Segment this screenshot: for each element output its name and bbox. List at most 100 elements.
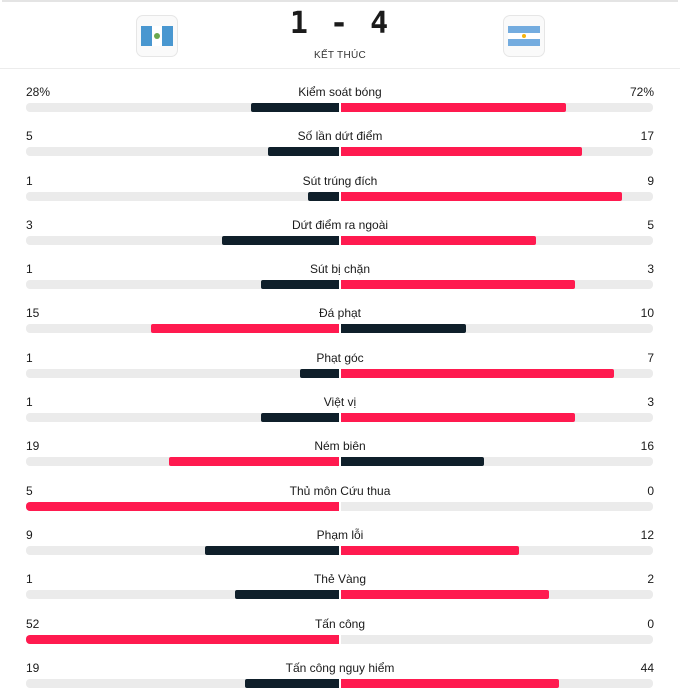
stat-row: 3 Dứt điểm ra ngoài 5 [0, 213, 680, 257]
stat-label: Số lần dứt điểm [297, 129, 383, 144]
away-stat-bar [341, 590, 549, 600]
top-divider [2, 0, 678, 2]
home-stat-bar [260, 413, 339, 423]
flag-stripe [508, 39, 540, 47]
away-team-badge[interactable] [503, 15, 545, 57]
stat-row: 15 Đá phạt 10 [0, 301, 680, 345]
away-stat-track [341, 678, 653, 688]
stat-label: Việt vị [323, 395, 357, 410]
away-stat-bar [341, 103, 566, 112]
away-stat-value: 5 [647, 217, 654, 232]
flag-stripe [141, 26, 152, 46]
home-stat-bar [26, 501, 339, 511]
away-stat-value: 3 [647, 262, 654, 277]
home-stat-value: 1 [26, 350, 33, 365]
home-stat-value: 1 [26, 572, 33, 587]
guatemala-flag-icon [141, 26, 174, 46]
away-stat-value: 17 [640, 129, 654, 144]
match-status: KẾT THÚC [313, 50, 367, 61]
home-stat-track [26, 501, 339, 511]
away-stat-track [341, 413, 653, 423]
home-stat-track [26, 235, 339, 245]
home-stat-value: 5 [26, 483, 33, 498]
away-stat-value: 2 [647, 572, 654, 587]
stat-row: 1 Phạt góc 7 [0, 346, 680, 390]
home-stat-track [26, 368, 339, 378]
home-stat-value: 28% [26, 85, 51, 99]
flag-stripe [162, 26, 174, 46]
home-stat-track [26, 324, 339, 334]
home-stat-value: 9 [26, 527, 33, 542]
away-stat-track [341, 235, 653, 245]
home-stat-track [26, 457, 339, 467]
away-stat-value: 72% [629, 85, 654, 99]
stats-list: 28% Kiểm soát bóng 72% 5 Số lần dứt điểm 17 1 S… [0, 80, 680, 700]
flag-center [508, 32, 540, 40]
home-stat-bar [221, 235, 339, 245]
stat-label: Sút trúng đích [302, 173, 378, 188]
home-stat-bar [307, 191, 339, 201]
argentina-flag-icon [508, 26, 540, 47]
stat-label: Đá phạt [318, 306, 362, 321]
away-stat-value: 16 [640, 439, 654, 454]
home-stat-value: 1 [26, 395, 33, 410]
sun-of-may-icon [522, 34, 526, 38]
home-stat-bar [244, 678, 339, 688]
stat-row: 9 Phạm lỗi 12 [0, 523, 680, 567]
away-stat-track [341, 147, 653, 157]
stat-label: Sút bị chặn [309, 262, 371, 277]
flag-stripe [508, 26, 540, 33]
stat-row: 1 Sút bị chặn 3 [0, 257, 680, 301]
stat-row: 5 Thủ môn Cứu thua 0 [0, 479, 680, 523]
stat-label: Ném biên [314, 439, 366, 454]
away-stat-track [341, 590, 653, 600]
home-stat-track [26, 590, 339, 600]
away-stat-bar [341, 368, 614, 378]
match-score: 1 - 4 [289, 6, 391, 41]
away-stat-track [341, 501, 653, 511]
stat-row: 19 Ném biên 16 [0, 434, 680, 478]
away-stat-value: 9 [647, 173, 654, 188]
flag-center [151, 26, 163, 46]
away-stat-track [341, 324, 653, 334]
stat-label: Phạt góc [316, 350, 364, 365]
stat-row: 52 Tấn công 0 [0, 612, 680, 656]
home-stat-bar [299, 368, 339, 378]
home-stat-value: 52 [26, 616, 40, 631]
home-stat-bar [26, 634, 339, 644]
away-stat-track [341, 634, 653, 644]
home-stat-track [26, 280, 339, 290]
away-stat-bar [341, 235, 536, 245]
stat-row: 5 Số lần dứt điểm 17 [0, 124, 680, 168]
home-stat-track [26, 678, 339, 688]
home-stat-bar [267, 147, 339, 157]
home-stat-bar [251, 103, 339, 112]
home-team-badge[interactable] [136, 15, 178, 57]
home-stat-value: 1 [26, 173, 33, 188]
away-stat-bar [341, 324, 466, 334]
home-stat-value: 5 [26, 129, 33, 144]
home-stat-bar [204, 545, 339, 555]
stat-label: Tấn công [314, 616, 366, 631]
away-stat-track [341, 103, 653, 112]
home-stat-bar [234, 590, 339, 600]
away-stat-value: 0 [647, 616, 654, 631]
away-stat-value: 10 [640, 306, 654, 321]
match-header: 1 - 4 KẾT THÚC [0, 0, 680, 69]
away-stat-value: 12 [640, 527, 654, 542]
home-stat-track [26, 103, 339, 112]
home-stat-track [26, 147, 339, 157]
home-stat-value: 15 [26, 306, 40, 321]
stat-label: Phạm lỗi [316, 527, 364, 542]
home-stat-value: 19 [26, 660, 40, 675]
away-stat-bar [341, 457, 484, 467]
home-stat-value: 1 [26, 262, 33, 277]
away-stat-bar [341, 545, 520, 555]
stat-label: Thủ môn Cứu thua [289, 483, 391, 498]
stat-row: 19 Tấn công nguy hiểm 44 [0, 656, 680, 700]
away-stat-track [341, 457, 653, 467]
away-stat-value: 7 [647, 350, 654, 365]
home-stat-value: 3 [26, 217, 33, 232]
stat-row: 1 Sút trúng đích 9 [0, 169, 680, 213]
stat-row: 1 Việt vị 3 [0, 390, 680, 434]
